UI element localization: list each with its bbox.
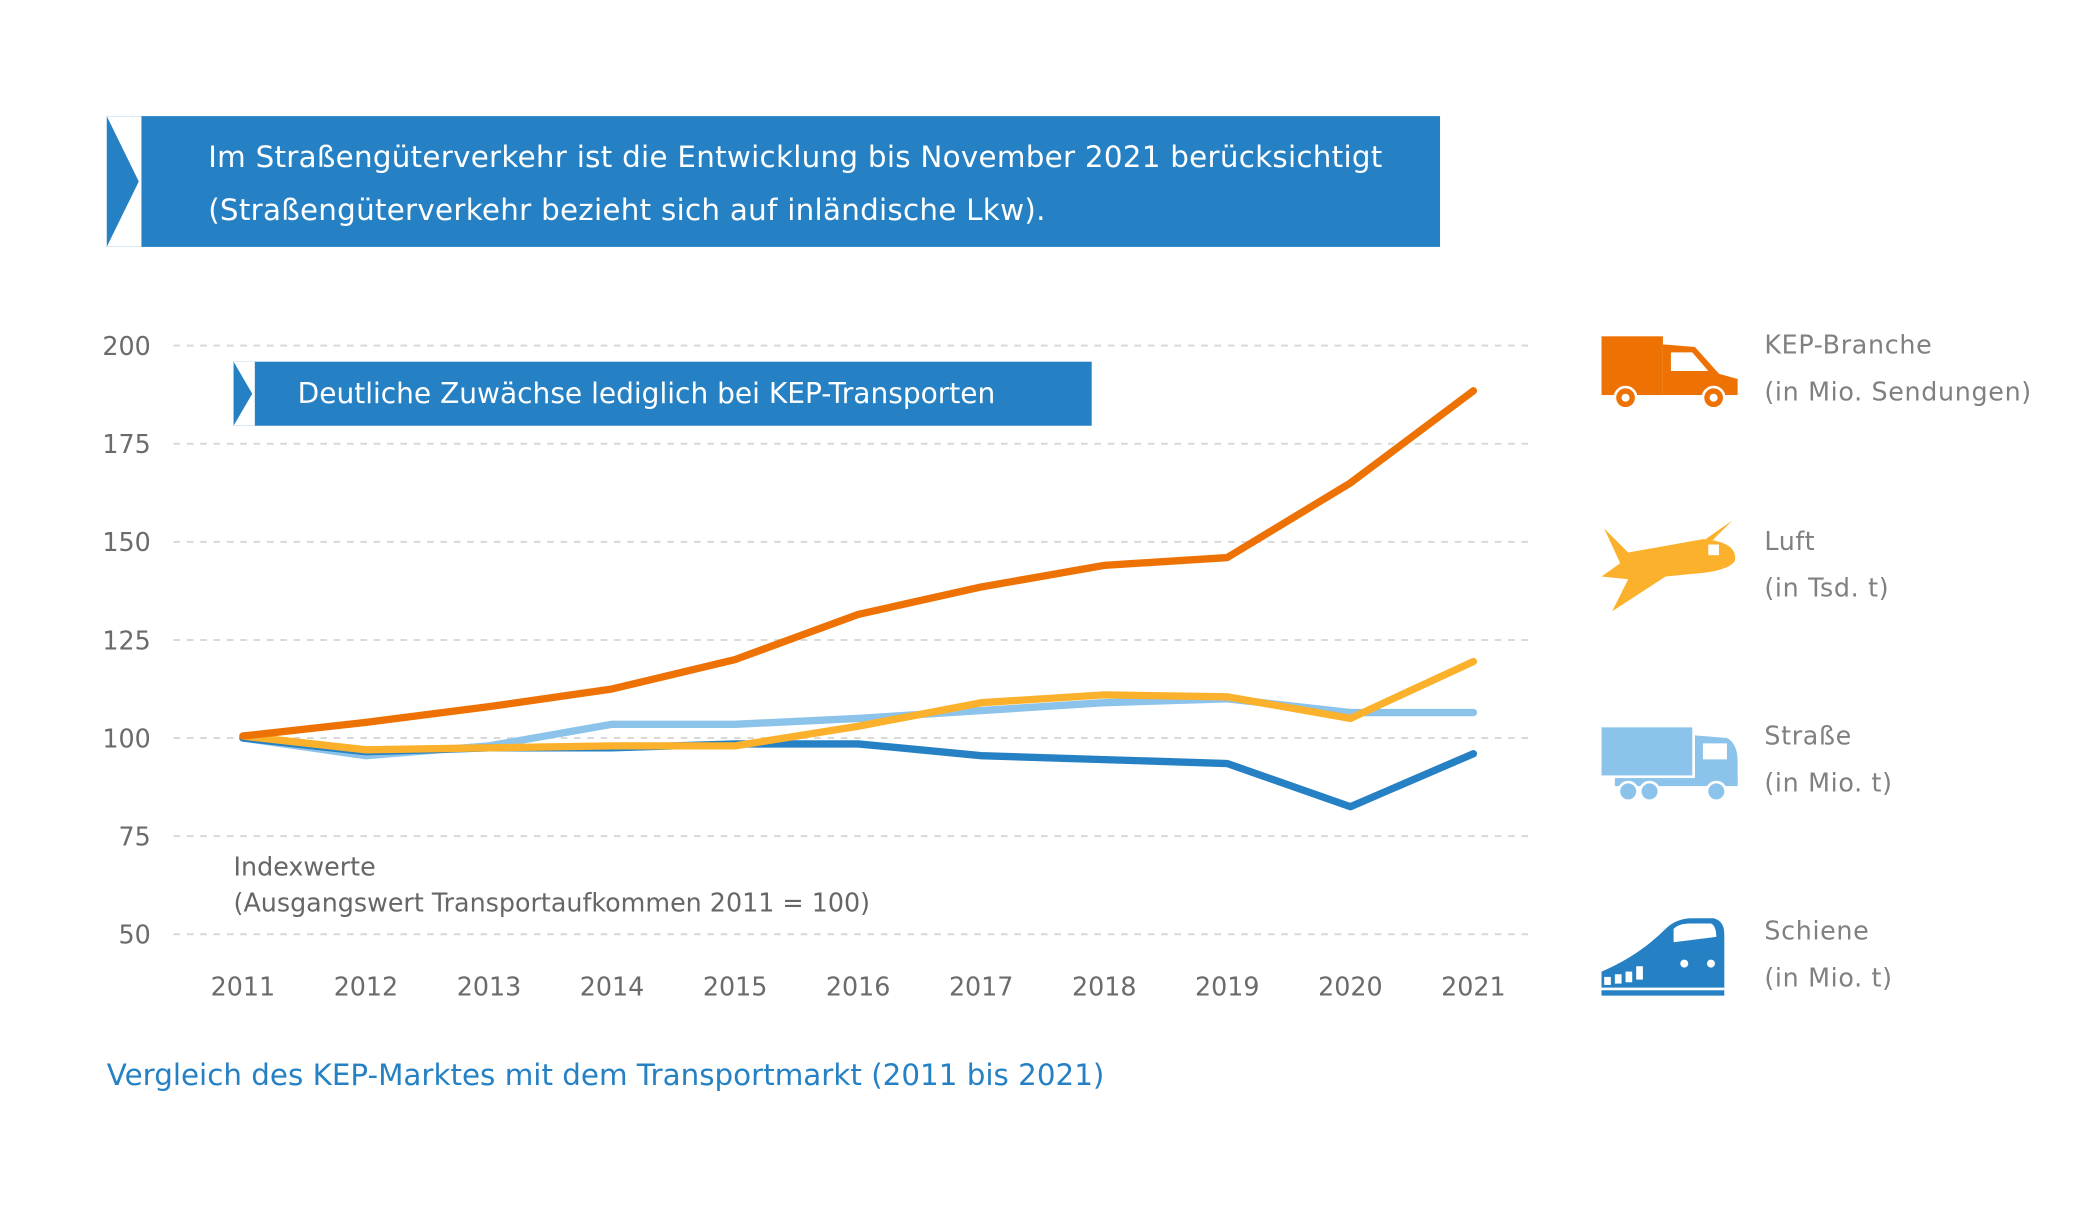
annotation-line2: (Ausgangswert Transportaufkommen 2011 = … — [233, 888, 871, 919]
y-tick-label: 200 — [102, 331, 150, 361]
figure-caption: Vergleich des KEP-Marktes mit dem Transp… — [106, 1059, 1105, 1094]
legend-unit: (in Mio. Sendungen) — [1764, 377, 2032, 408]
delivery-van-icon — [1601, 336, 1738, 410]
chart-title-banner: Deutliche Zuwächse lediglich bei KEP-Tra… — [233, 361, 1092, 426]
y-tick-label: 100 — [102, 723, 150, 753]
legend-unit: (in Tsd. t) — [1764, 573, 1890, 604]
x-tick-label: 2018 — [1072, 972, 1137, 1002]
x-tick-label: 2011 — [211, 972, 276, 1002]
x-tick-label: 2012 — [334, 972, 399, 1002]
index-annotation: Indexwerte (Ausgangswert Transportaufkom… — [234, 850, 870, 922]
x-tick-label: 2016 — [826, 972, 891, 1002]
legend-label: KEP-Branche — [1764, 330, 1933, 361]
y-tick-label: 50 — [119, 920, 151, 950]
series-line-kep — [239, 387, 1478, 740]
x-tick-label: 2013 — [457, 972, 522, 1002]
annotation-line1: Indexwerte — [233, 852, 376, 883]
header-note-line1: Im Straßengüterverkehr ist die Entwicklu… — [208, 141, 1383, 175]
banner-notch — [233, 361, 255, 426]
series-line-luft — [239, 657, 1478, 754]
legend-label: Straße — [1764, 722, 1852, 752]
legend-unit: (in Mio. t) — [1764, 963, 1893, 993]
legend-label: Schiene — [1764, 916, 1870, 947]
train-icon — [1601, 918, 1725, 996]
chart-title: Deutliche Zuwächse lediglich bei KEP-Tra… — [297, 377, 996, 410]
y-tick-label: 75 — [119, 821, 151, 851]
x-tick-label: 2021 — [1441, 972, 1506, 1002]
x-tick-label: 2014 — [580, 972, 645, 1002]
header-note-line2: (Straßengüterverkehr bezieht sich auf in… — [208, 194, 1046, 229]
legend-item-luft: Luft (in Tsd. t) — [1764, 519, 1889, 612]
y-tick-label: 150 — [102, 527, 150, 557]
airplane-icon — [1601, 520, 1736, 612]
legend-label: Luft — [1764, 527, 1816, 557]
legend-item-schiene: Schiene (in Mio. t) — [1764, 909, 1892, 1002]
x-tick-label: 2019 — [1195, 972, 1260, 1002]
x-tick-label: 2020 — [1318, 972, 1383, 1002]
x-tick-label: 2017 — [949, 972, 1014, 1002]
truck-icon — [1601, 727, 1738, 803]
legend-item-strasse: Straße (in Mio. t) — [1764, 714, 1892, 807]
banner-notch — [106, 116, 142, 247]
y-tick-label: 125 — [102, 625, 150, 655]
x-tick-label: 2015 — [703, 972, 768, 1002]
legend-item-kep: KEP-Branche (in Mio. Sendungen) — [1764, 323, 2032, 416]
legend-unit: (in Mio. t) — [1764, 768, 1893, 799]
y-tick-label: 175 — [102, 429, 150, 459]
header-note-banner: Im Straßengüterverkehr ist die Entwicklu… — [106, 116, 1441, 247]
